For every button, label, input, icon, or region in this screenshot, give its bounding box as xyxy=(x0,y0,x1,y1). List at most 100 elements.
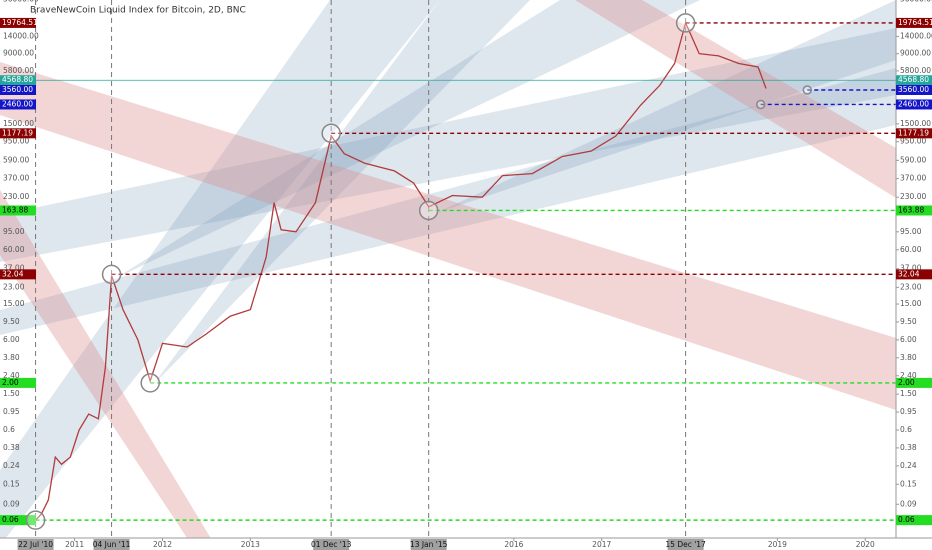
pivot-marker xyxy=(802,85,813,95)
level-box xyxy=(896,377,932,388)
y-tick-label: 230.00 xyxy=(900,192,926,201)
y-tick-label: 370.00 xyxy=(3,174,29,183)
y-tick-label: 23.00 xyxy=(3,282,25,291)
y-tick-label: 0.95 xyxy=(900,407,917,416)
level-label: 19764.51 xyxy=(898,18,932,27)
level-label: 2460.00 xyxy=(898,99,929,108)
y-tick-label: 5800.00 xyxy=(900,66,931,75)
y-tick-label: 6.00 xyxy=(3,335,20,344)
y-tick-label: 1.50 xyxy=(3,389,20,398)
y-tick-label: 0.38 xyxy=(900,443,917,452)
level-label: 163.88 xyxy=(2,205,28,214)
y-tick-label: 5800.00 xyxy=(3,66,34,75)
fan-band xyxy=(436,0,896,213)
y-tick-label: 0.6 xyxy=(3,425,15,434)
y-tick-label: 15.00 xyxy=(3,299,25,308)
pivot-marker xyxy=(675,13,696,33)
event-label: 13 Jan '15 xyxy=(410,540,448,549)
pivot-marker xyxy=(140,373,160,393)
x-tick-label: 2020 xyxy=(856,540,875,549)
y-tick-label: 370.00 xyxy=(900,174,926,183)
level-label: 1177.19 xyxy=(898,128,929,137)
x-tick-label: 2011 xyxy=(65,540,84,549)
event-label-box xyxy=(410,539,447,550)
fan-band xyxy=(116,0,700,278)
channel-band xyxy=(0,62,896,410)
price-line xyxy=(35,20,767,521)
y-tick-label: 23.00 xyxy=(900,282,922,291)
x-tick-label: 2013 xyxy=(241,540,260,549)
y-tick-label: 0.95 xyxy=(3,407,20,416)
level-label: 4568.80 xyxy=(2,75,33,84)
y-tick-label: 1.50 xyxy=(900,389,917,398)
level-label: 3560.00 xyxy=(2,85,33,94)
event-label-box xyxy=(17,539,54,550)
y-tick-label: 2.40 xyxy=(3,371,20,380)
event-label-box xyxy=(93,539,130,550)
y-tick-label: 15.00 xyxy=(900,299,922,308)
event-label: 22 Jul '10 xyxy=(18,540,53,549)
fan-band xyxy=(0,0,440,545)
event-label-box xyxy=(667,539,704,550)
fan-band xyxy=(153,0,530,385)
level-label: 0.06 xyxy=(2,515,19,524)
x-tick-label: 2017 xyxy=(592,540,611,549)
level-box xyxy=(0,515,36,526)
level-box xyxy=(0,128,36,139)
event-label: 01 Dec '13 xyxy=(311,540,352,549)
y-tick-label: 950.00 xyxy=(900,137,926,146)
y-tick-label: 3.80 xyxy=(3,353,20,362)
level-label: 2.00 xyxy=(898,378,915,387)
level-label: 163.88 xyxy=(898,205,924,214)
pivot-marker xyxy=(101,264,122,285)
y-tick-label: 14000.00 xyxy=(900,31,932,40)
level-box xyxy=(896,515,932,526)
level-box xyxy=(896,99,932,110)
y-tick-label: 14000.00 xyxy=(3,31,39,40)
y-tick-label: 0.15 xyxy=(900,479,917,488)
event-label: 04 Jun '11 xyxy=(93,540,131,549)
pivot-marker xyxy=(755,99,766,110)
level-box xyxy=(0,205,36,216)
y-tick-label: 60.00 xyxy=(3,245,25,254)
y-tick-label: 230.00 xyxy=(3,192,29,201)
level-box xyxy=(0,377,36,388)
level-box xyxy=(896,75,932,86)
event-label-box xyxy=(313,539,350,550)
level-box xyxy=(896,205,932,216)
level-box xyxy=(896,128,932,139)
level-box xyxy=(896,85,932,96)
x-tick-label: 2019 xyxy=(768,540,787,549)
level-label: 2460.00 xyxy=(2,99,33,108)
level-box xyxy=(896,269,932,280)
level-box xyxy=(0,75,36,86)
pivot-marker xyxy=(321,123,341,144)
y-tick-label: 37.00 xyxy=(900,264,922,273)
level-label: 2.00 xyxy=(2,378,19,387)
y-tick-label: 950.00 xyxy=(3,137,29,146)
level-box xyxy=(896,17,932,28)
y-tick-label: 60.00 xyxy=(900,245,922,254)
y-tick-label: 3.80 xyxy=(900,353,917,362)
y-tick-label: 1500.00 xyxy=(900,119,931,128)
y-tick-label: 6.00 xyxy=(900,335,917,344)
x-tick-label: 2016 xyxy=(504,540,523,549)
level-label: 3560.00 xyxy=(898,85,929,94)
level-label: 4568.80 xyxy=(898,75,929,84)
level-label: 32.04 xyxy=(2,269,24,278)
pivot-marker xyxy=(418,200,439,221)
y-tick-label: 1500.00 xyxy=(3,119,34,128)
y-tick-label: 95.00 xyxy=(3,227,25,236)
level-label: 19764.51 xyxy=(2,18,38,27)
channel-band xyxy=(575,0,896,198)
drawing-tools xyxy=(0,0,896,550)
y-tick-label: 0.09 xyxy=(900,499,917,508)
y-tick-label: 95.00 xyxy=(900,227,922,236)
y-tick-label: 0.24 xyxy=(3,461,20,470)
level-label: 0.06 xyxy=(898,515,915,524)
y-tick-label: 36000.00 xyxy=(3,0,39,3)
y-tick-label: 9000.00 xyxy=(900,49,931,58)
y-tick-label: 36000.00 xyxy=(900,0,932,3)
